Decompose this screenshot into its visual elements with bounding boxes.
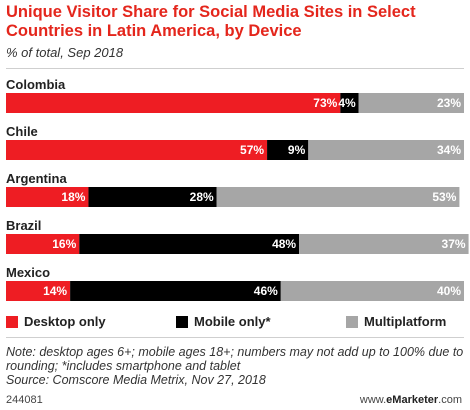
footnote: Note: desktop ages 6+; mobile ages 18+; … — [6, 345, 466, 387]
chart-id: 244081 — [6, 394, 43, 406]
brand-logo: www.eMarketer.com — [360, 394, 462, 406]
data-label-desktop-only-mexico: 14% — [43, 284, 67, 298]
data-label-desktop-only-brazil: 16% — [52, 237, 76, 251]
data-label-multiplatform-mexico: 40% — [437, 284, 461, 298]
brand-name: eMarketer — [386, 394, 439, 406]
bar-desktop-only-colombia — [6, 93, 341, 113]
chart-subtitle: % of total, Sep 2018 — [6, 45, 124, 60]
bar-mobile-only--mexico — [70, 281, 281, 301]
category-label-chile: Chile — [6, 124, 38, 139]
bar-multiplatform-mexico — [280, 281, 464, 301]
data-label-multiplatform-brazil: 37% — [442, 237, 466, 251]
data-label-mobile-only--brazil: 48% — [272, 237, 296, 251]
data-label-desktop-only-colombia: 73% — [313, 96, 337, 110]
bar-mobile-only--colombia — [340, 93, 359, 113]
brand-prefix: www. — [359, 394, 387, 406]
note-text: Note: desktop ages 6+; mobile ages 18+; … — [6, 345, 464, 373]
bar-desktop-only-mexico — [6, 281, 71, 301]
data-label-desktop-only-argentina: 18% — [61, 190, 85, 204]
legend-item-desktop: Desktop only — [6, 314, 106, 329]
legend-swatch-mobile — [176, 315, 188, 328]
title-divider — [6, 68, 464, 69]
bar-multiplatform-brazil — [299, 234, 469, 254]
bar-multiplatform-chile — [308, 140, 464, 160]
bar-multiplatform-colombia — [358, 93, 464, 113]
legend-swatch-desktop — [6, 315, 18, 328]
data-label-mobile-only--colombia: 4% — [338, 96, 356, 110]
data-label-desktop-only-chile: 57% — [240, 143, 264, 157]
source-text: Source: Comscore Media Metrix, Nov 27, 2… — [6, 373, 266, 387]
category-label-mexico: Mexico — [6, 265, 50, 280]
bar-desktop-only-argentina — [6, 187, 89, 207]
bar-mobile-only--chile — [267, 140, 309, 160]
data-label-mobile-only--argentina: 28% — [190, 190, 214, 204]
legend-item-multiplatform: Multiplatform — [346, 314, 446, 329]
category-label-colombia: Colombia — [6, 77, 66, 92]
legend-label-multiplatform: Multiplatform — [364, 314, 447, 329]
data-label-multiplatform-chile: 34% — [437, 143, 461, 157]
legend-swatch-multiplatform — [346, 315, 358, 328]
legend-label-desktop: Desktop only — [24, 314, 106, 329]
stacked-bar-chart: Colombia 73% 4% 23% Chile 57% 9% 34% Argentina 18… — [6, 77, 469, 301]
legend-item-mobile: Mobile only* — [176, 314, 271, 329]
bar-mobile-only--argentina — [88, 187, 217, 207]
legend-label-mobile: Mobile only* — [194, 314, 271, 329]
data-label-mobile-only--mexico: 46% — [254, 284, 278, 298]
legend: Desktop only Mobile only* Multiplatform — [6, 314, 466, 332]
category-label-brazil: Brazil — [6, 218, 41, 233]
bar-multiplatform-argentina — [216, 187, 460, 207]
category-label-argentina: Argentina — [6, 171, 67, 186]
note-divider — [6, 337, 464, 338]
data-label-multiplatform-colombia: 23% — [437, 96, 461, 110]
data-label-mobile-only--chile: 9% — [288, 143, 306, 157]
brand-suffix: .com — [438, 394, 462, 406]
bar-desktop-only-chile — [6, 140, 268, 160]
data-label-multiplatform-argentina: 53% — [432, 190, 456, 204]
chart-title: Unique Visitor Share for Social Media Si… — [6, 3, 416, 40]
bar-desktop-only-brazil — [6, 234, 80, 254]
bar-mobile-only--brazil — [79, 234, 300, 254]
